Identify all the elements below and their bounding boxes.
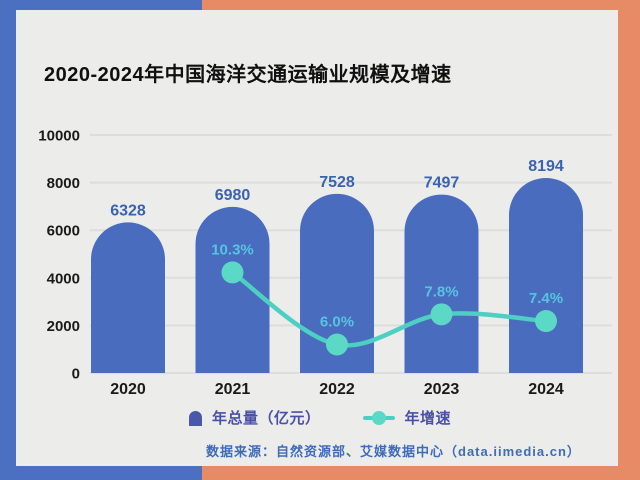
- bar-value-label: 7528: [319, 174, 355, 191]
- bar: [300, 193, 374, 373]
- legend-item-growth: 年增速: [362, 407, 452, 428]
- x-tick-label: 2020: [110, 381, 146, 398]
- legend-line-label: 年增速: [404, 410, 452, 427]
- y-tick-label: 0: [72, 366, 80, 383]
- bar: [404, 194, 479, 373]
- bar-value-label: 8194: [528, 158, 564, 175]
- legend-item-total: 年总量（亿元）: [188, 407, 321, 428]
- growth-pct-label: 7.4%: [529, 290, 563, 307]
- bar: [91, 222, 165, 373]
- bar-value-label: 6980: [215, 187, 251, 204]
- bar: [509, 177, 583, 373]
- data-source-note: 数据来源：自然资源部、艾媒数据中心（data.iimedia.cn）: [206, 444, 581, 459]
- line-dot-swatch-icon: [362, 410, 395, 425]
- growth-pct-label: 6.0%: [320, 314, 354, 331]
- x-tick-label: 2021: [215, 381, 251, 398]
- growth-dot: [221, 261, 244, 284]
- growth-line: [230, 270, 549, 348]
- legend-bar-label: 年总量（亿元）: [211, 410, 321, 427]
- y-tick-label: 8000: [47, 175, 80, 192]
- bar-swatch-icon: [188, 411, 202, 426]
- y-tick-label: 6000: [47, 223, 80, 240]
- growth-pct-label: 7.8%: [424, 283, 458, 300]
- x-tick-label: 2023: [424, 381, 460, 398]
- y-tick-label: 10000: [38, 128, 80, 145]
- growth-pct-label: 10.3%: [211, 241, 254, 258]
- bar-value-label: 6328: [110, 202, 146, 219]
- chart-title: 2020-2024年中国海洋交通运输业规模及增速: [44, 64, 452, 86]
- y-tick-label: 2000: [47, 318, 80, 335]
- x-tick-label: 2022: [319, 381, 355, 398]
- x-tick-label: 2024: [528, 381, 564, 398]
- growth-dot: [326, 333, 348, 356]
- bar-value-label: 7497: [424, 175, 460, 192]
- growth-dot: [535, 310, 557, 333]
- y-tick-label: 4000: [47, 270, 80, 287]
- bar: [195, 206, 270, 373]
- chart-legend: 年总量（亿元） 年增速: [0, 407, 640, 428]
- growth-dot: [430, 303, 453, 326]
